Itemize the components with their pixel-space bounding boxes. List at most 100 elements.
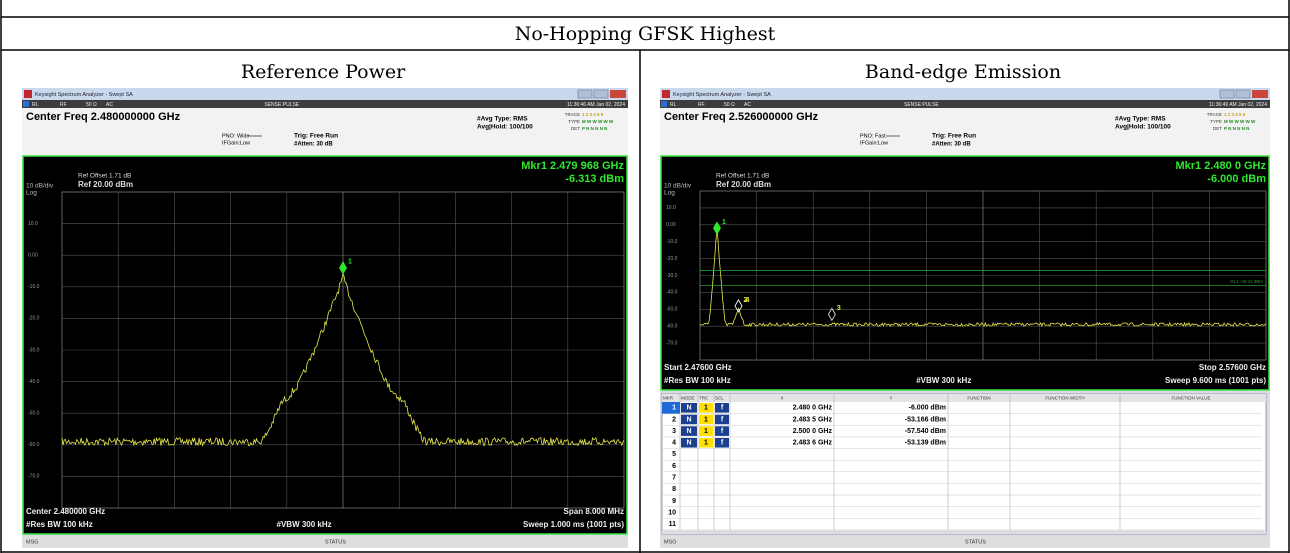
- avg-type: #Avg Type: RMS: [1115, 116, 1166, 123]
- table-cell: 2.500 0 GHz: [793, 428, 833, 435]
- scale: 10 dB/div: [664, 183, 692, 190]
- cell-bg: [681, 403, 697, 413]
- selected-marker: [662, 402, 680, 414]
- status-icon: [23, 101, 29, 107]
- marker-label: 1: [722, 219, 726, 226]
- status-bar-label: STATUS: [325, 539, 346, 545]
- center-freq: Center Freq 2.480000000 GHz: [26, 111, 181, 123]
- y-tick-label: -70.0: [666, 340, 678, 346]
- cell-bg: [715, 437, 729, 448]
- atten: #Atten: 30 dB: [294, 142, 333, 148]
- cell-bg: [681, 414, 697, 425]
- marker-number: 7: [672, 474, 676, 481]
- scale: 10 dB/div: [26, 183, 54, 190]
- y-tick-label: -40.0: [666, 290, 678, 296]
- trace-label: TRACE: [565, 112, 580, 117]
- table-cell: 1: [704, 440, 708, 447]
- table-header-cell: X: [780, 396, 783, 401]
- marker-level: -6.313 dBm: [565, 173, 624, 185]
- trig: Trig: Free Run: [294, 133, 338, 140]
- marker-table: [661, 393, 1267, 535]
- y-tick-label: -10.0: [666, 239, 678, 245]
- status-item: RL: [32, 102, 39, 108]
- table-cell: f: [721, 440, 724, 447]
- settings-panel: [660, 108, 1270, 156]
- window-button: [593, 89, 609, 99]
- trace-value: P N N N N N: [582, 126, 607, 131]
- cell-bg: [681, 426, 697, 436]
- trace-label: TRACE: [1207, 112, 1222, 117]
- analyzer-screenshot: Keysight Spectrum Analyzer - Swept SA RL R…: [660, 88, 1270, 548]
- avg-hold: Avg|Hold: 100/100: [477, 124, 533, 131]
- status-item: 50 Ω: [724, 102, 735, 108]
- table-header-cell: Y: [889, 396, 892, 401]
- footer-right: Sweep 1.000 ms (1001 pts): [523, 520, 624, 529]
- marker-label: 3: [837, 305, 841, 312]
- datetime: 11:36:46 AM Jan 02, 2024: [567, 102, 625, 108]
- window-button: [1219, 89, 1235, 99]
- status-item: RF: [698, 102, 705, 108]
- table-cell: N: [686, 440, 691, 447]
- sense: SENSE:PULSE: [904, 102, 939, 108]
- marker-diamond: [339, 261, 347, 275]
- trig: Trig: Free Run: [932, 133, 976, 140]
- table-header-cell: MKR: [663, 396, 674, 401]
- footer-left: #Res BW 100 kHz: [26, 520, 93, 529]
- table-cell: 1: [704, 416, 708, 423]
- table-cell: N: [686, 428, 691, 435]
- trace-value: 1 2 3 4 5 6: [1224, 112, 1246, 117]
- pno: PNO: Wide: [222, 133, 250, 139]
- msg: MSG: [26, 539, 39, 545]
- cell-bg: [715, 426, 729, 436]
- y-tick-label: -50.0: [28, 411, 40, 417]
- footer-right: Span 8.000 MHz: [564, 507, 624, 516]
- table-cell: 2.480 0 GHz: [793, 405, 833, 412]
- status-item: AC: [744, 102, 751, 108]
- table-title: No-Hopping GFSK Highest: [515, 23, 776, 45]
- cell-bg: [681, 437, 697, 448]
- scale-type: Log: [26, 190, 37, 197]
- cell-bg: [699, 414, 713, 425]
- footer-right: Sweep 9.600 ms (1001 pts): [1165, 376, 1266, 385]
- table-header-cell: FUNCTION WIDTH: [1045, 396, 1084, 401]
- table-cell: N: [686, 405, 691, 412]
- marker-frequency: Mkr1 2.480 0 GHz: [1176, 160, 1267, 172]
- table-header-cell: FUNCTION: [967, 396, 990, 401]
- status-item: RL: [670, 102, 677, 108]
- footer-right: Stop 2.57600 GHz: [1199, 363, 1266, 372]
- y-tick-label: 10.0: [666, 205, 676, 211]
- marker-diamond: [713, 221, 721, 235]
- window-button: [577, 89, 593, 99]
- y-tick-label: -60.0: [666, 324, 678, 330]
- cell-bg: [715, 414, 729, 425]
- table-cell: -53.139 dBm: [905, 440, 946, 447]
- table-header-cell: FUNCTION VALUE: [1172, 396, 1211, 401]
- y-tick-label: -20.0: [28, 316, 40, 322]
- cell-bg: [715, 403, 729, 413]
- table-cell: 2.483 6 GHz: [793, 440, 833, 447]
- window-title: Keysight Spectrum Analyzer - Swept SA: [35, 92, 133, 98]
- trace-label: TYPE: [568, 119, 580, 124]
- status-bar: [22, 536, 628, 548]
- display-line-label: DL1 -26.31 dBm: [1230, 279, 1263, 284]
- status-icon: [661, 101, 667, 107]
- table-cell: -6.000 dBm: [909, 405, 946, 412]
- trace-value: M W W W W W: [1224, 119, 1256, 124]
- close-button: [1252, 90, 1268, 98]
- marker-number: 3: [672, 428, 676, 435]
- footer-left: Start 2.47600 GHz: [664, 363, 732, 372]
- footer-left: Center 2.480000 GHz: [26, 507, 105, 516]
- pno: PNO: Fast: [860, 133, 886, 139]
- table-header-cell: TRC: [699, 396, 709, 401]
- y-tick-label: -10.0: [28, 284, 40, 290]
- title-bar: [22, 88, 628, 100]
- marker-number: 1: [672, 405, 676, 412]
- window-title: Keysight Spectrum Analyzer - Swept SA: [673, 92, 771, 98]
- y-tick-label: 0.00: [28, 253, 38, 259]
- plot-frame: [22, 155, 628, 535]
- trace-label: DET: [1213, 126, 1222, 131]
- marker-number: 6: [672, 463, 676, 470]
- cell-bg: [699, 437, 713, 448]
